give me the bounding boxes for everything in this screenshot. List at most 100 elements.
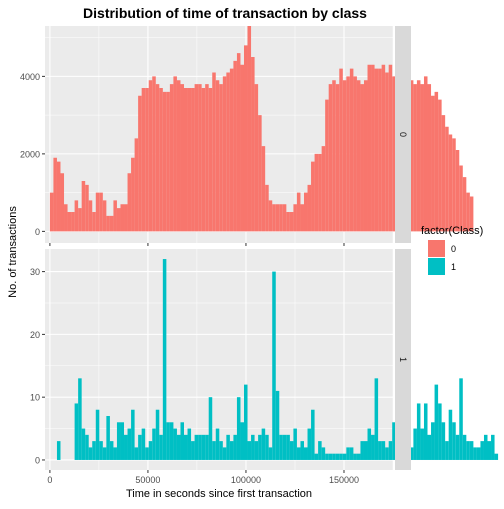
histogram-bar [131,157,135,232]
histogram-bar [363,441,368,460]
histogram-bar [124,204,128,232]
histogram-bar [427,434,432,460]
histogram-bar [455,150,460,232]
histogram-bar [152,428,156,460]
histogram-bar [222,76,227,232]
y-tick-label: 0 [35,227,40,237]
histogram-bar [236,53,241,232]
histogram-bar [431,95,435,232]
histogram-bar [198,434,202,460]
histogram-bar [374,68,379,232]
histogram-bar [265,184,269,232]
histogram-bar [261,146,266,232]
histogram-bar [339,68,343,232]
histogram-bar [127,428,132,460]
histogram-bar [247,441,252,460]
facet-strip [395,26,411,243]
histogram-bar [303,192,308,232]
histogram-bar [222,447,227,460]
histogram-bar [356,453,361,460]
histogram-bar [286,434,290,460]
histogram-bar [92,441,96,460]
histogram-bar [363,80,368,232]
legend: factor(Class) 01 [421,225,483,275]
histogram-bar [423,403,428,460]
histogram-bar [233,60,237,232]
histogram-bar [438,99,442,232]
histogram-bar [176,80,181,232]
histogram-bar [356,80,361,232]
histogram-bar [116,422,121,460]
histogram-bar [243,45,248,232]
histogram-bar [452,138,456,232]
histogram-bar [473,447,477,460]
histogram-bar [205,84,209,232]
histogram-bar [134,447,139,460]
histogram-bar [88,447,93,460]
facet-strip-label: 1 [398,357,408,362]
histogram-bar [374,378,379,460]
histogram-bar [268,200,273,232]
histogram-bar [378,441,382,460]
histogram-bar [300,441,304,460]
x-tick-label: 0 [47,475,52,485]
histogram-bar [438,403,442,460]
histogram-bar [74,200,79,232]
histogram-bar [152,76,156,232]
facet-panel-class-0: 0 2000 4000 0 [20,26,474,246]
legend-swatch [428,258,445,275]
histogram-bar [173,76,177,232]
histogram-bar [247,26,252,232]
histogram-bar [95,409,100,460]
histogram-bar [392,422,396,460]
histogram-bar [109,215,114,232]
histogram-bar [106,215,110,232]
histogram-bar [99,192,103,232]
histogram-bar [138,95,142,232]
histogram-bar [346,447,350,460]
histogram-bar [335,453,340,460]
histogram-bar [332,453,336,460]
histogram-bar [219,441,223,460]
histogram-bar [67,212,72,232]
histogram-bar [201,88,206,232]
histogram-bar [71,212,75,232]
histogram-bar [229,68,234,232]
histogram-bar [162,259,167,460]
histogram-bar [251,434,255,460]
legend-label: 1 [451,262,456,272]
histogram-bar [215,428,220,460]
histogram-bar [116,208,121,232]
histogram-bar [289,441,294,460]
histogram-bar [325,453,329,460]
histogram-bar [74,403,79,460]
histogram-bar [233,434,237,460]
histogram-bar [134,138,139,232]
histogram-bar [459,378,463,460]
histogram-bar [81,181,86,232]
histogram-bar [286,212,290,232]
histogram-bar [268,447,273,460]
histogram-bar [127,173,132,232]
histogram-bar [254,84,259,232]
histogram-bar [307,184,312,232]
histogram-bar [335,84,340,232]
histogram-bar [371,64,375,232]
histogram-bar [56,161,61,232]
histogram-bar [476,447,481,460]
histogram-bar [420,428,424,460]
histogram-bar [328,453,333,460]
histogram-bar [208,397,213,460]
histogram-bar [392,76,396,232]
histogram-bar [141,428,146,460]
histogram-bar [311,409,315,460]
histogram-bar [180,422,185,460]
histogram-bar [353,76,357,232]
histogram-bar [106,416,110,460]
histogram-bar [409,80,414,232]
histogram-bar [194,84,199,232]
facet-strip-label: 0 [398,132,408,137]
histogram-bar [166,91,170,232]
histogram-bar [314,153,319,232]
histogram-bar [81,428,86,460]
